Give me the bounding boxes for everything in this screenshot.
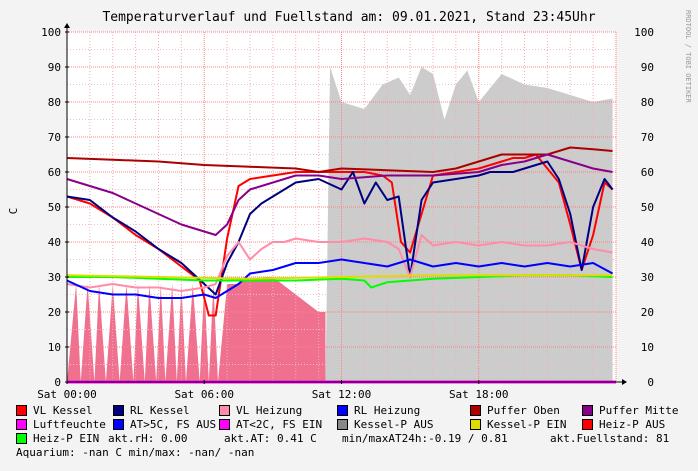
legend-swatch	[16, 419, 27, 430]
series-line-vl-heizung	[66, 234, 613, 292]
y-tick-label-right: 100	[634, 26, 654, 39]
legend-label: Kessel-P AUS	[354, 418, 434, 431]
legend-label: Puffer Mitte	[599, 404, 679, 417]
legend-label: Luftfeuchte	[33, 418, 106, 431]
y-tick-label-right: 80	[641, 96, 654, 109]
y-tick-label-right: 40	[641, 236, 654, 249]
legend-label: RL Heizung	[354, 404, 421, 417]
y-axis-arrow	[64, 23, 70, 28]
info-fuellstand: akt.Fuellstand: 81	[550, 432, 670, 445]
y-axis-label: C	[7, 208, 20, 215]
legend-item: Kessel-P EIN	[470, 418, 566, 431]
legend-label: Kessel-P EIN	[487, 418, 567, 431]
area-kessel-p	[67, 277, 326, 382]
series-line-kessel-p-ein	[66, 274, 613, 280]
series-line-rl-kessel	[66, 160, 614, 296]
y-tick-label-left: 90	[48, 61, 61, 74]
y-tick-label-right: 10	[641, 341, 654, 354]
legend-swatch	[470, 405, 481, 416]
info-rh: akt.rH: 0.00	[108, 432, 188, 445]
legend-item: Heiz-P AUS	[582, 418, 665, 431]
x-tick-label: Sat 06:00	[174, 388, 234, 401]
series-line-puffer-mitte	[66, 153, 613, 236]
y-tick-label-left: 80	[48, 96, 61, 109]
info-minmax: min/maxAT24h:-0.19 / 0.81	[342, 432, 508, 445]
y-tick-label-right: 60	[641, 166, 654, 179]
legend-swatch	[582, 405, 593, 416]
y-tick-label-right: 20	[641, 306, 654, 319]
y-tick-label-left: 0	[54, 376, 61, 389]
watermark: RRDTOOL / TOBI OETIKER	[684, 10, 692, 104]
info-at: akt.AT: 0.41 C	[224, 432, 317, 445]
legend-label: Puffer Oben	[487, 404, 560, 417]
chart-title: Temperaturverlauf und Fuellstand am: 09.…	[102, 10, 595, 25]
x-tick-label: Sat 00:00	[37, 388, 97, 401]
legend-row-aquarium: Aquarium: -nan C min/max: -nan/ -nan	[16, 446, 696, 460]
legend-item: Heiz-P EIN	[16, 432, 99, 445]
legend-item: AT>5C, FS AUS	[113, 418, 216, 431]
legend-label: RL Kessel	[130, 404, 190, 417]
x-tick-label: Sat 18:00	[449, 388, 509, 401]
legend-item: Kessel-P AUS	[337, 418, 433, 431]
legend-swatch	[582, 419, 593, 430]
series-line-rl-heizung	[66, 258, 614, 299]
chart-svg: Temperaturverlauf und Fuellstand am: 09.…	[7, 10, 692, 401]
legend-label: Heiz-P EIN	[33, 432, 100, 445]
legend-swatch	[219, 405, 230, 416]
x-tick-label: Sat 12:00	[312, 388, 372, 401]
legend-item: RL Kessel	[113, 404, 190, 417]
legend-item: AT<2C, FS EIN	[219, 418, 322, 431]
y-tick-label-left: 40	[48, 236, 61, 249]
series-line-puffer-oben	[66, 146, 613, 173]
legend-item: Puffer Mitte	[582, 404, 678, 417]
legend-item: Puffer Oben	[470, 404, 560, 417]
legend-row: Luftfeuchte AT>5C, FS AUS AT<2C, FS EIN Kes…	[16, 418, 696, 432]
legend-swatch	[113, 405, 124, 416]
y-tick-label-right: 90	[641, 61, 654, 74]
y-tick-label-left: 70	[48, 131, 61, 144]
legend-label: VL Kessel	[33, 404, 93, 417]
legend-item: RL Heizung	[337, 404, 420, 417]
axis-layer: 0 0 10 10 20 20 30 30 40 40 50 50 60 60 70 70 80 80 90 90 10…	[37, 23, 654, 401]
y-tick-label-right: 30	[641, 271, 654, 284]
legend-swatch	[337, 405, 348, 416]
legend-swatch	[337, 419, 348, 430]
legend-label: AT<2C, FS EIN	[236, 418, 323, 431]
y-tick-label-left: 20	[48, 306, 61, 319]
legend: VL Kessel RL Kessel VL Heizung RL Heizung Pu…	[16, 404, 696, 460]
legend-swatch	[16, 405, 27, 416]
y-tick-label-right: 0	[647, 376, 654, 389]
legend-label: AT>5C, FS AUS	[130, 418, 217, 431]
legend-swatch	[470, 419, 481, 430]
y-tick-label-left: 60	[48, 166, 61, 179]
legend-item: VL Heizung	[219, 404, 302, 417]
y-tick-label-left: 100	[41, 26, 61, 39]
legend-row: VL Kessel RL Kessel VL Heizung RL Heizung Pu…	[16, 404, 696, 418]
legend-swatch	[113, 419, 124, 430]
y-tick-label-right: 50	[641, 201, 654, 214]
legend-item: Luftfeuchte	[16, 418, 106, 431]
legend-row: Heiz-P EIN akt.rH: 0.00 akt.AT: 0.41 C min/…	[16, 432, 696, 446]
legend-label: Heiz-P AUS	[599, 418, 666, 431]
y-tick-label-left: 10	[48, 341, 61, 354]
aquarium-info: Aquarium: -nan C min/max: -nan/ -nan	[16, 446, 255, 459]
y-tick-label-left: 30	[48, 271, 61, 284]
y-tick-label-right: 70	[641, 131, 654, 144]
legend-swatch	[219, 419, 230, 430]
legend-item: VL Kessel	[16, 404, 93, 417]
legend-swatch	[16, 433, 27, 444]
y-tick-label-left: 50	[48, 201, 61, 214]
legend-label: VL Heizung	[236, 404, 303, 417]
x-axis-arrow	[622, 379, 627, 385]
